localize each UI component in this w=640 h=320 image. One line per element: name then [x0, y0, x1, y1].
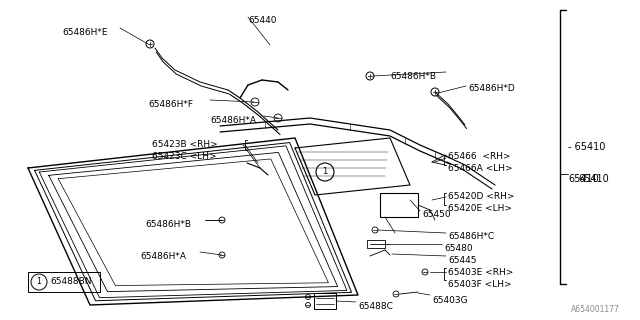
Text: 65486H*F: 65486H*F	[148, 100, 193, 109]
Bar	[380, 193, 418, 217]
Bar	[28, 272, 100, 292]
Bar	[314, 293, 336, 309]
Text: 65488C: 65488C	[358, 302, 393, 311]
Text: 65420E <LH>: 65420E <LH>	[448, 204, 512, 213]
Text: 65450: 65450	[422, 210, 451, 219]
Text: 65440: 65440	[248, 16, 276, 25]
Text: 65403F <LH>: 65403F <LH>	[448, 280, 511, 289]
Text: 65486H*E: 65486H*E	[62, 28, 108, 37]
Text: 65486H*A: 65486H*A	[210, 116, 256, 125]
Text: 65423B <RH>: 65423B <RH>	[152, 140, 218, 149]
Text: - 65410: - 65410	[568, 142, 605, 152]
Bar	[367, 240, 385, 248]
Text: A654001177: A654001177	[571, 305, 620, 314]
Text: 65410: 65410	[578, 174, 609, 184]
Text: 65445: 65445	[448, 256, 477, 265]
Text: 65410: 65410	[568, 174, 599, 184]
Text: 65486H*B: 65486H*B	[390, 72, 436, 81]
Text: 65466A <LH>: 65466A <LH>	[448, 164, 513, 173]
Text: 1: 1	[323, 167, 328, 177]
Text: 65486H*B: 65486H*B	[145, 220, 191, 229]
Text: 65403G: 65403G	[432, 296, 468, 305]
Text: 65486H*D: 65486H*D	[468, 84, 515, 93]
Text: 65486H*A: 65486H*A	[140, 252, 186, 261]
Text: 65403E <RH>: 65403E <RH>	[448, 268, 513, 277]
Text: 1: 1	[36, 277, 42, 286]
Text: 65423C <LH>: 65423C <LH>	[152, 152, 216, 161]
Text: 65488BN: 65488BN	[50, 277, 92, 286]
Text: 65420D <RH>: 65420D <RH>	[448, 192, 515, 201]
Text: 65480: 65480	[444, 244, 472, 253]
Text: 65466  <RH>: 65466 <RH>	[448, 152, 511, 161]
Text: 65486H*C: 65486H*C	[448, 232, 494, 241]
